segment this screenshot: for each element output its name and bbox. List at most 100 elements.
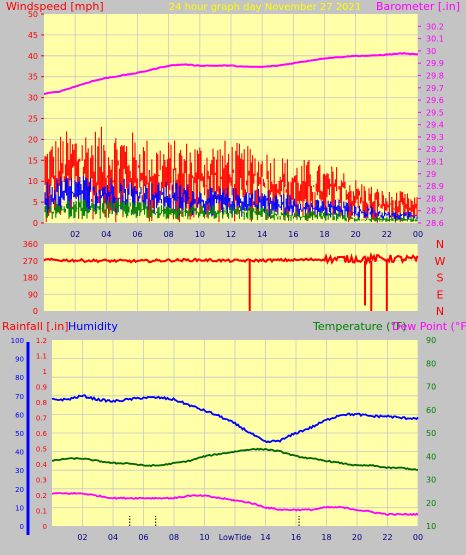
rain-tick-label: 0 [43,523,47,531]
baro-tick-label: 29.9 [426,59,444,68]
wind-tick-label: 35 [28,73,38,82]
humidity-tick-label: 50 [15,430,24,438]
rain-tick-label: 1 [43,368,47,376]
barometer-line [43,52,419,95]
x-tick-label: 16 [288,230,298,239]
rain-tick-label: 1.1 [36,353,47,361]
x-tick-label: LowTide [219,533,252,542]
x-tick-label: 06 [138,533,148,542]
x-tick-label: 12 [226,230,236,239]
x-tick-label: 22 [382,533,392,542]
rain-tick-label: 0.6 [36,430,48,438]
humidity-y-axis: 0 10 20 30 40 50 60 70 80 90 100 [11,337,24,531]
humidity-tick-label: 80 [15,374,24,382]
wind-average-series [44,176,418,221]
x-tick-label: 04 [101,230,111,239]
rain-tick-label: 0.7 [36,415,47,423]
baro-tick-label: 30 [426,47,436,56]
x-tick-label: 08 [164,230,174,239]
x-tick-label: 04 [108,533,118,542]
rain-y-axis: 0 0.1 0.2 0.3 0.4 0.5 0.6 0.7 0.8 0.9 1 1.1 1.2 [36,337,48,531]
direction-tick-label: 360 [23,240,38,249]
x-tick-label: 22 [382,230,392,239]
rain-tick-label: 0.2 [36,492,47,500]
wind-tick-label: 45 [28,31,38,40]
wind-tick-label: 15 [28,156,38,165]
temp-tick-label: 90 [426,336,436,345]
wind-y-axis: 0 5 10 15 20 25 30 35 40 45 50 [28,10,44,228]
wind-series [44,126,418,223]
humidity-tick-label: 100 [11,337,24,345]
compass-letter: S [437,272,444,285]
compass-letter: E [437,288,444,301]
baro-tick-label: 30.1 [426,35,444,44]
rain-tick-label: 1.2 [36,337,47,345]
graph-title: 24 hour graph day November 27 2021 [169,2,362,13]
x-tick-label: 14 [257,230,267,239]
baro-tick-label: 29.1 [426,158,444,167]
x-tick-label: 20 [352,533,362,542]
rain-tick-label: 0.8 [36,399,47,407]
temp-tick-label: 10 [426,522,436,531]
temp-y-axis: 10 20 30 40 50 60 70 80 90 [426,336,436,531]
humidity-line [51,394,419,444]
baro-tick-label: 29.6 [426,96,444,105]
humidity-tick-label: 10 [15,504,24,512]
temp-tick-label: 50 [426,429,436,438]
direction-tick-label: 180 [23,274,38,283]
baro-tick-label: 29.7 [426,84,444,93]
rain-tick-label: 0.4 [36,461,48,469]
x-tick-label: 00 [413,230,423,239]
baro-tick-label: 29.3 [426,133,444,142]
wind-x-axis: 02 04 06 08 10 12 14 16 18 20 22 00 [70,230,423,239]
temp-tick-label: 60 [426,406,436,415]
temperature-label: Temperature (°F) [312,320,407,333]
wind-tick-label: 10 [28,177,38,186]
rainfall-label: Rainfall [.in] [2,320,69,333]
rain-tick-label: 0.1 [36,508,47,516]
x-tick-label: 16 [291,533,301,542]
wind-tick-label: 5 [33,198,38,207]
compass-letter: N [436,238,444,251]
temp-tick-label: 20 [426,499,436,508]
wind-tick-label: 20 [28,135,38,144]
x-tick-label: 02 [77,533,87,542]
windspeed-label: Windspeed [mph] [6,0,104,13]
humidity-tick-label: 20 [15,486,24,494]
x-tick-label: 20 [351,230,361,239]
wind-tick-label: 50 [28,10,38,19]
x-tick-label: 18 [319,230,329,239]
compass-letter: W [435,255,446,268]
baro-tick-label: 30.2 [426,22,444,31]
baro-tick-label: 29.4 [426,121,444,130]
x-tick-label: 14 [260,533,270,542]
direction-y-axis: 0 90 180 270 360 [23,240,38,316]
temp-x-axis: 02 04 06 08 10 LowTide 14 16 18 20 22 00 [77,533,423,542]
temperature-line [52,447,419,471]
x-tick-label: 18 [321,533,331,542]
baro-tick-label: 29.8 [426,71,444,80]
humidity-tick-label: 60 [15,411,24,419]
x-tick-label: 10 [195,230,205,239]
baro-tick-label: 28.8 [426,194,444,203]
baro-tick-label: 28.9 [426,182,444,191]
compass-letter: N [436,305,444,318]
baro-tick-label: 28.7 [426,207,444,216]
direction-tick-label: 90 [28,290,38,299]
temp-tick-label: 30 [426,476,436,485]
humidity-tick-label: 70 [15,393,24,401]
wind-low-series [44,199,418,222]
humidity-tick-label: 40 [15,449,24,457]
humidity-tick-label: 90 [15,356,24,364]
temp-tick-label: 80 [426,359,436,368]
wind-tick-label: 30 [28,94,38,103]
direction-tick-label: 270 [23,257,38,266]
temp-tick-label: 70 [426,383,436,392]
dewpoint-line [51,491,419,517]
humidity-tick-label: 0 [20,523,24,531]
x-tick-label: 10 [199,533,209,542]
x-tick-label: 00 [413,533,423,542]
x-tick-label: 02 [70,230,80,239]
